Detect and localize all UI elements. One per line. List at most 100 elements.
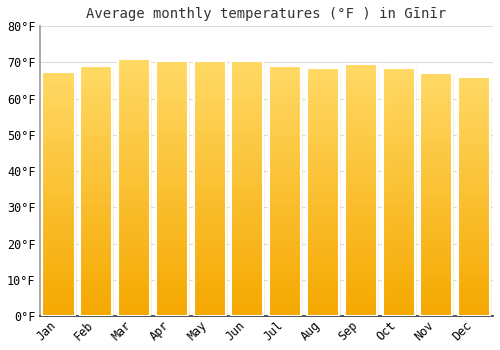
- Bar: [458, 220, 490, 226]
- Bar: [156, 176, 188, 182]
- Bar: [458, 101, 490, 107]
- Bar: [269, 222, 302, 229]
- Bar: [307, 235, 339, 241]
- Bar: [80, 178, 112, 185]
- Bar: [458, 226, 490, 232]
- Bar: [80, 310, 112, 316]
- Bar: [420, 152, 452, 158]
- Bar: [269, 197, 302, 204]
- Bar: [232, 239, 264, 246]
- Bar: [307, 86, 339, 93]
- Bar: [118, 168, 150, 175]
- Bar: [344, 190, 377, 196]
- Bar: [420, 231, 452, 237]
- Bar: [80, 266, 112, 272]
- Bar: [307, 148, 339, 155]
- Bar: [42, 145, 74, 151]
- Bar: [118, 136, 150, 142]
- Bar: [232, 233, 264, 239]
- Bar: [118, 226, 150, 232]
- Bar: [42, 90, 74, 96]
- Bar: [118, 123, 150, 130]
- Bar: [269, 241, 302, 247]
- Bar: [344, 196, 377, 203]
- Bar: [420, 267, 452, 273]
- Bar: [344, 146, 377, 152]
- Bar: [80, 191, 112, 197]
- Bar: [42, 188, 74, 194]
- Bar: [156, 93, 188, 99]
- Bar: [344, 228, 377, 234]
- Bar: [458, 89, 490, 95]
- Bar: [156, 74, 188, 80]
- Bar: [458, 202, 490, 208]
- Bar: [458, 298, 490, 304]
- Bar: [194, 265, 226, 271]
- Bar: [194, 226, 226, 233]
- Bar: [458, 77, 490, 316]
- Bar: [232, 208, 264, 214]
- Bar: [307, 217, 339, 223]
- Bar: [269, 154, 302, 160]
- Bar: [42, 71, 74, 316]
- Bar: [156, 259, 188, 265]
- Bar: [118, 297, 150, 303]
- Bar: [232, 131, 264, 137]
- Bar: [156, 156, 188, 163]
- Bar: [344, 215, 377, 222]
- Bar: [307, 241, 339, 248]
- Bar: [118, 65, 150, 72]
- Bar: [458, 256, 490, 262]
- Bar: [382, 192, 414, 198]
- Bar: [194, 297, 226, 303]
- Bar: [42, 157, 74, 163]
- Bar: [307, 130, 339, 136]
- Bar: [80, 253, 112, 260]
- Bar: [42, 120, 74, 127]
- Bar: [269, 91, 302, 97]
- Bar: [269, 172, 302, 178]
- Bar: [344, 64, 377, 71]
- Bar: [156, 271, 188, 278]
- Bar: [382, 124, 414, 130]
- Bar: [458, 262, 490, 268]
- Bar: [382, 198, 414, 204]
- Bar: [269, 178, 302, 185]
- Bar: [382, 111, 414, 118]
- Bar: [194, 284, 226, 290]
- Bar: [420, 195, 452, 201]
- Bar: [344, 240, 377, 247]
- Bar: [269, 285, 302, 291]
- Bar: [232, 169, 264, 176]
- Bar: [344, 171, 377, 177]
- Bar: [420, 164, 452, 170]
- Bar: [382, 223, 414, 229]
- Bar: [382, 142, 414, 148]
- Bar: [42, 230, 74, 237]
- Bar: [344, 285, 377, 291]
- Bar: [156, 195, 188, 201]
- Bar: [307, 223, 339, 229]
- Bar: [156, 80, 188, 86]
- Bar: [307, 254, 339, 260]
- Bar: [118, 59, 150, 65]
- Bar: [269, 116, 302, 122]
- Bar: [382, 211, 414, 217]
- Bar: [420, 255, 452, 261]
- Bar: [307, 248, 339, 254]
- Bar: [42, 71, 74, 78]
- Bar: [194, 246, 226, 252]
- Bar: [420, 110, 452, 116]
- Bar: [344, 184, 377, 190]
- Bar: [269, 272, 302, 279]
- Bar: [344, 297, 377, 303]
- Bar: [42, 84, 74, 90]
- Bar: [118, 78, 150, 85]
- Bar: [80, 297, 112, 303]
- Bar: [194, 271, 226, 278]
- Bar: [232, 201, 264, 208]
- Bar: [80, 66, 112, 316]
- Title: Average monthly temperatures (°F ) in Gīnīr: Average monthly temperatures (°F ) in Gī…: [86, 7, 446, 21]
- Bar: [232, 156, 264, 163]
- Bar: [420, 225, 452, 231]
